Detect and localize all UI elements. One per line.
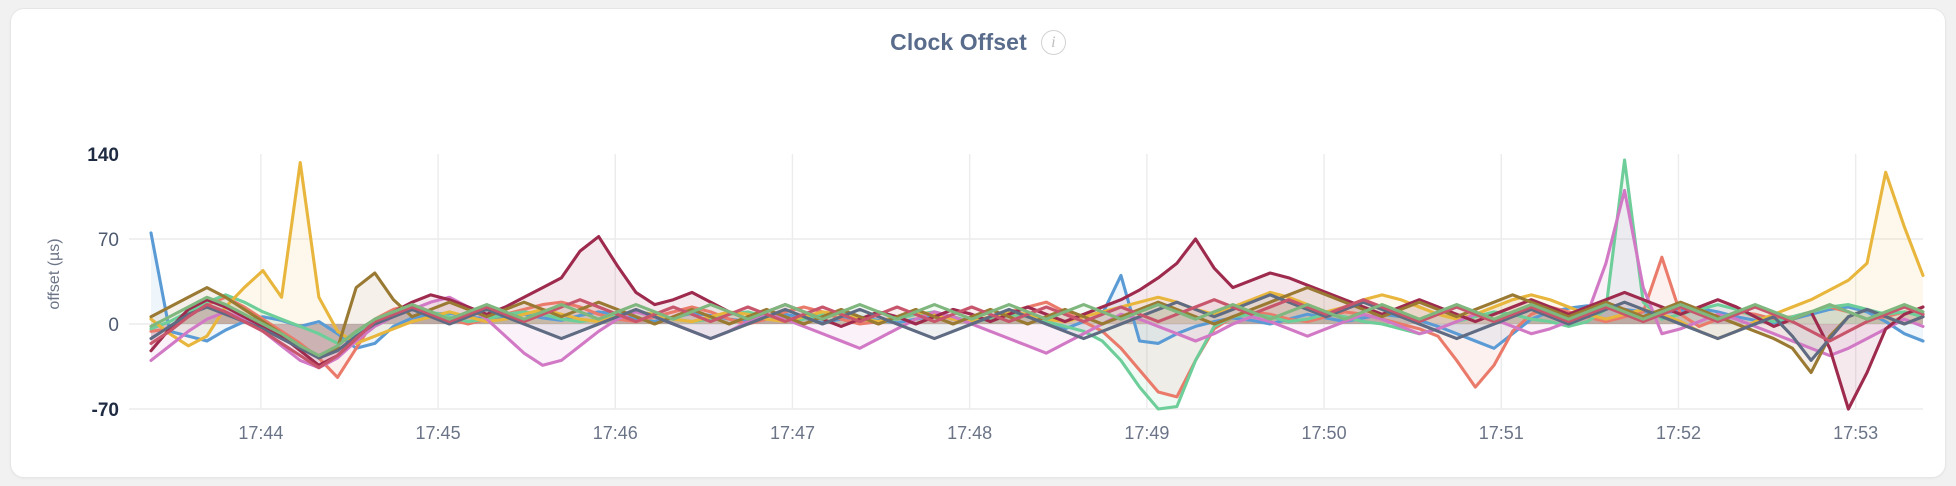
series-line-node-10[interactable] xyxy=(149,295,1925,358)
y-tick-label: -70 xyxy=(92,400,119,421)
x-tick-label: 17:50 xyxy=(1302,423,1347,443)
clock-offset-line-chart[interactable]: 140 70 0 -70 17:44 17:45 17:46 17:47 17:48 17:49… xyxy=(11,9,1947,479)
vertical-gridlines xyxy=(260,154,1857,409)
y-tick-label: 0 xyxy=(108,315,119,336)
y-axis-title-text: offset (µs) xyxy=(46,238,63,309)
x-axis-tick-labels: 17:44 17:45 17:46 17:47 17:48 17:49 17:50 17:51… xyxy=(238,423,1878,443)
chart-card: Clock Offset i 140 70 0 -70 17:44 17:45 17:46… xyxy=(10,8,1946,478)
series-line-node-9[interactable] xyxy=(149,298,1925,370)
info-circle-icon[interactable]: i xyxy=(1040,30,1066,55)
x-tick-label: 17:51 xyxy=(1479,423,1524,443)
series-area-node-2 xyxy=(151,257,1923,397)
series-area-node-6 xyxy=(151,236,1923,409)
x-tick-label: 17:47 xyxy=(770,423,815,443)
x-tick-label: 17:52 xyxy=(1656,423,1701,443)
series-line-node-8[interactable] xyxy=(149,293,1925,362)
x-tick-label: 17:44 xyxy=(238,423,283,443)
series-area-node-5 xyxy=(151,190,1923,368)
chart-plot-area: 140 70 0 -70 17:44 17:45 17:46 17:47 17:48 17:49… xyxy=(11,9,1947,479)
y-tick-label: 140 xyxy=(87,145,119,166)
x-tick-label: 17:48 xyxy=(947,423,992,443)
series-area-fills xyxy=(151,160,1923,409)
series-lines xyxy=(149,158,1925,411)
series-area-node-7 xyxy=(151,273,1923,373)
x-tick-label: 17:49 xyxy=(1124,423,1169,443)
y-axis-tick-labels: 140 70 0 -70 xyxy=(87,145,119,421)
y-tick-label: 70 xyxy=(98,230,119,251)
y-axis-title: offset (µs) xyxy=(46,238,63,309)
x-tick-label: 17:46 xyxy=(593,423,638,443)
x-tick-label: 17:53 xyxy=(1833,423,1878,443)
x-tick-label: 17:45 xyxy=(416,423,461,443)
